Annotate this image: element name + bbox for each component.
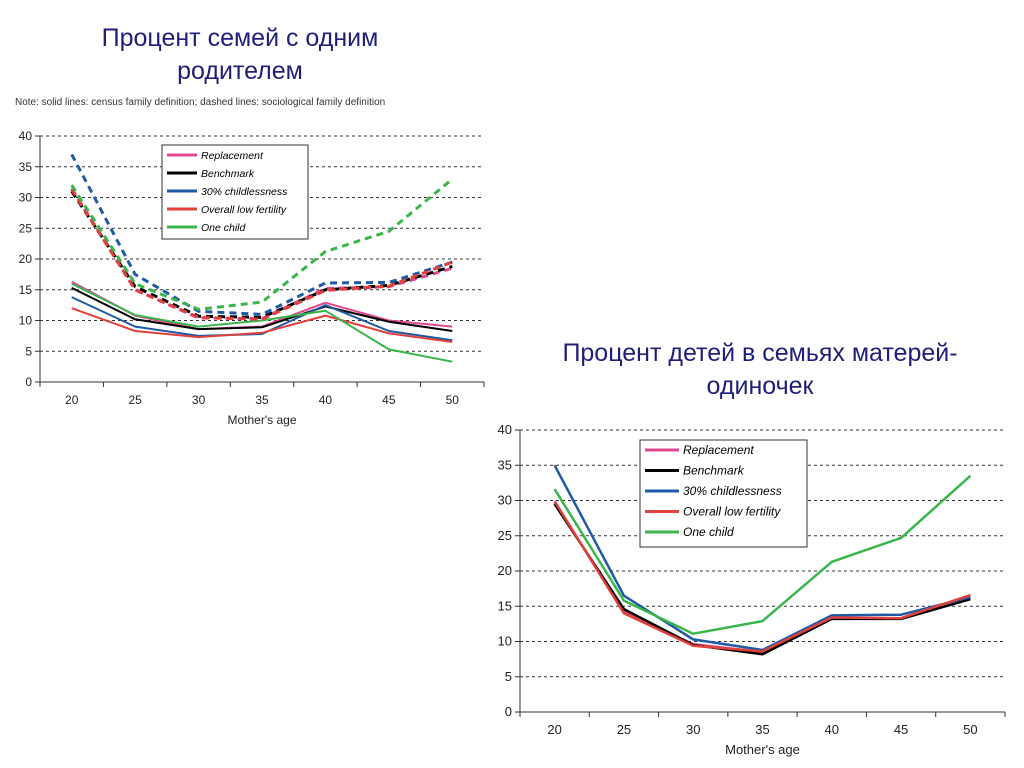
series-line-benchmark-dashed <box>70 190 453 319</box>
y-tick-label: 10 <box>498 634 512 649</box>
x-tick-label: 30 <box>686 722 700 737</box>
series-line-30-childlessness-dashed <box>70 153 453 316</box>
y-tick-label: 30 <box>19 191 33 205</box>
y-tick-label: 35 <box>498 457 512 472</box>
x-tick-label: 30 <box>192 393 206 407</box>
series-line-one-child-solid <box>71 282 453 363</box>
y-tick-label: 30 <box>498 493 512 508</box>
series-line-overall-low-fertility-solid <box>71 307 453 343</box>
y-tick-label: 0 <box>505 704 512 719</box>
y-tick-label: 20 <box>498 563 512 578</box>
x-tick-label: 40 <box>319 393 333 407</box>
x-tick-label: 45 <box>894 722 908 737</box>
chart-title-left: Процент семей с одним родителем <box>101 24 379 85</box>
legend-label: Benchmark <box>683 464 745 478</box>
legend-label: Benchmark <box>201 168 255 180</box>
y-tick-label: 35 <box>19 160 33 174</box>
series-line-one-child-dashed <box>70 177 454 311</box>
x-tick-label: 25 <box>128 393 142 407</box>
y-tick-label: 10 <box>19 314 33 328</box>
legend-label: One child <box>683 525 734 539</box>
series-line-30-childlessness-solid <box>71 296 453 342</box>
chart-title-right: Процент детей в семьях матерей-одиночек <box>562 339 958 400</box>
x-tick-label: 40 <box>825 722 839 737</box>
legend-label: Overall low fertility <box>683 505 781 519</box>
legend-label: 30% childlessness <box>201 186 288 198</box>
x-axis-label: Mother's age <box>725 742 800 757</box>
y-tick-label: 15 <box>19 283 33 297</box>
y-tick-label: 20 <box>19 252 33 266</box>
series-line-30-childlessness-solid <box>553 464 971 652</box>
series-line-overall-low-fertility-dashed <box>70 188 453 321</box>
x-tick-label: 20 <box>65 393 79 407</box>
y-tick-label: 0 <box>25 375 32 389</box>
legend-label: 30% childlessness <box>683 484 782 498</box>
legend-label: Replacement <box>683 443 754 457</box>
y-tick-label: 15 <box>498 598 512 613</box>
legend-label: Overall low fertility <box>201 204 287 216</box>
y-tick-label: 25 <box>19 221 33 235</box>
x-tick-label: 35 <box>255 393 269 407</box>
legend-box <box>639 439 808 548</box>
x-axis-label: Mother's age <box>228 413 297 427</box>
x-tick-label: 50 <box>446 393 460 407</box>
x-tick-label: 50 <box>963 722 977 737</box>
series-line-benchmark-solid <box>71 287 453 332</box>
y-tick-label: 40 <box>498 422 512 437</box>
x-tick-label: 25 <box>617 722 631 737</box>
series-line-overall-low-fertility-solid <box>553 500 971 653</box>
y-tick-label: 40 <box>19 129 33 143</box>
series-line-one-child-solid <box>553 474 972 635</box>
legend-label: Replacement <box>201 150 264 162</box>
x-tick-label: 20 <box>547 722 561 737</box>
x-tick-label: 45 <box>382 393 396 407</box>
y-tick-label: 5 <box>505 669 512 684</box>
x-tick-label: 35 <box>755 722 769 737</box>
legend-label: One child <box>201 222 247 234</box>
y-tick-label: 25 <box>498 528 512 543</box>
y-tick-label: 5 <box>25 344 32 358</box>
chart-note: Note: solid lines: census family definit… <box>15 97 386 108</box>
